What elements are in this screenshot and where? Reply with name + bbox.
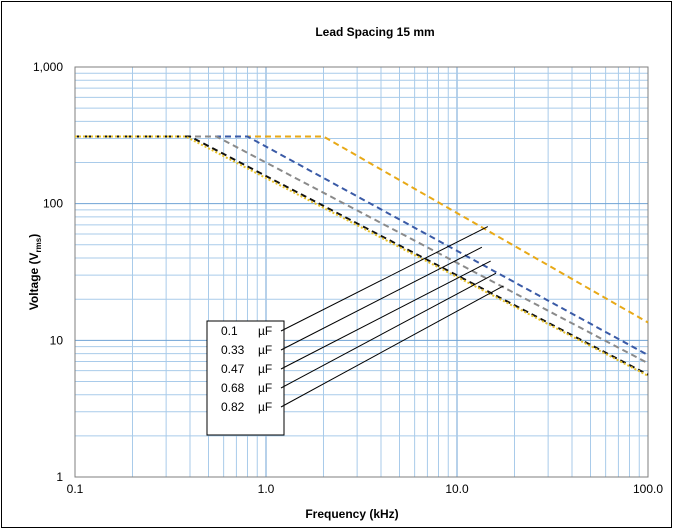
series-label-unit: µF [258, 400, 272, 414]
label-box [206, 320, 285, 436]
y-tick-labels: 1 10 100 1,000 [33, 60, 63, 484]
series-line-4 [75, 135, 649, 377]
y-tick-label: 100 [43, 197, 63, 211]
series-leader-line [280, 226, 489, 332]
series-label-box: 0.1 µF 0.33 µF 0.47 µF 0.68 µF 0.82 µF [206, 226, 504, 436]
series-leader-line [280, 272, 497, 389]
series-label-value: 0.1 [221, 324, 238, 338]
series-leader-line [280, 246, 483, 351]
series-line-0 [75, 135, 649, 324]
plot-border [74, 66, 649, 478]
series-label-value: 0.82 [221, 400, 245, 414]
series-layer [75, 135, 649, 377]
series-leader-line [280, 285, 504, 408]
y-tick-label: 1,000 [33, 60, 63, 74]
grid [74, 67, 648, 478]
series-label-value: 0.68 [221, 381, 245, 395]
series-line-1 [75, 135, 649, 356]
y-axis-label: Voltage (Vrms) [27, 234, 43, 310]
y-axis-label-sub: rms [34, 237, 43, 252]
y-tick-label: 1 [56, 470, 63, 484]
x-tick-label: 0.1 [67, 482, 84, 496]
series-leader-line [280, 260, 491, 370]
series-line-3 [75, 135, 649, 376]
x-tick-label: 1.0 [258, 482, 275, 496]
x-tick-label: 10.0 [445, 482, 469, 496]
series-label-unit: µF [258, 324, 272, 338]
y-axis-label-main: Voltage (V [27, 252, 41, 310]
series-label-unit: µF [258, 381, 272, 395]
x-axis-label: Frequency (kHz) [305, 507, 398, 521]
series-label-unit: µF [258, 343, 272, 357]
y-axis-label-close: ) [27, 234, 41, 238]
series-line-2 [75, 135, 649, 365]
y-tick-label: 10 [50, 333, 64, 347]
series-label-value: 0.47 [221, 362, 245, 376]
x-tick-labels: 0.1 1.0 10.0 100.0 [67, 482, 664, 496]
series-label-value: 0.33 [221, 343, 245, 357]
series-label-unit: µF [258, 362, 272, 376]
x-tick-label: 100.0 [633, 482, 663, 496]
chart-title: Lead Spacing 15 mm [315, 25, 434, 39]
